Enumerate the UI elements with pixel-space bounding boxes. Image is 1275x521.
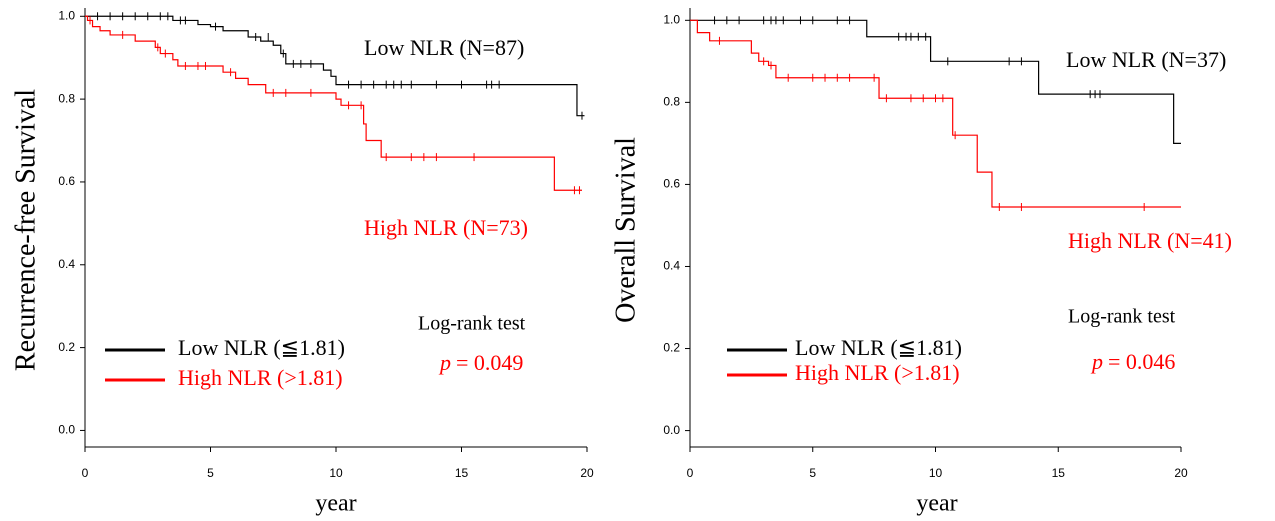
legend-label: Low NLR (≦1.81) [178, 335, 345, 360]
survival-curve [690, 19, 1181, 144]
x-tick-label: 10 [329, 466, 343, 480]
y-axis-title: Recurrence-free Survival [10, 89, 41, 371]
x-tick-label: 20 [1174, 466, 1188, 480]
y-tick-label: 1.0 [58, 8, 75, 22]
annotation: High NLR (N=73) [364, 215, 528, 240]
y-tick-label: 0.4 [58, 257, 75, 271]
annotation: = 0.046 [1108, 349, 1175, 374]
annotation: = 0.049 [456, 350, 523, 375]
y-tick-label: 0.0 [58, 423, 75, 437]
annotation: p [438, 350, 451, 375]
legend-label: High NLR (>1.81) [178, 365, 343, 390]
y-tick-label: 0.8 [663, 95, 680, 109]
legend-label: High NLR (>1.81) [795, 360, 960, 385]
x-tick-label: 15 [455, 466, 469, 480]
survival-curve [690, 19, 1181, 208]
x-tick-label: 0 [687, 466, 694, 480]
y-tick-label: 0.4 [663, 259, 680, 273]
annotation: p [1090, 349, 1103, 374]
survival-curve [85, 15, 585, 117]
y-tick-label: 0.6 [663, 177, 680, 191]
x-axis-title: year [916, 491, 957, 517]
x-tick-label: 10 [929, 466, 943, 480]
x-tick-label: 15 [1052, 466, 1066, 480]
y-tick-label: 0.0 [663, 423, 680, 437]
legend-label: Low NLR (≦1.81) [795, 335, 962, 360]
y-tick-label: 0.2 [58, 340, 75, 354]
annotation: Low NLR (N=87) [364, 35, 524, 60]
x-tick-label: 0 [82, 466, 89, 480]
y-tick-label: 0.6 [58, 174, 75, 188]
y-tick-label: 0.2 [663, 341, 680, 355]
y-tick-label: 1.0 [663, 12, 680, 26]
annotation: Low NLR (N=37) [1066, 47, 1226, 72]
annotation: High NLR (N=41) [1068, 228, 1232, 253]
x-tick-label: 5 [207, 466, 214, 480]
y-axis-title: Overall Survival [610, 137, 641, 323]
x-axis-title: year [315, 491, 356, 517]
survival-curve [85, 15, 582, 191]
annotation: Log-rank test [1068, 306, 1176, 328]
y-tick-label: 0.8 [58, 91, 75, 105]
annotation: Log-rank test [418, 313, 526, 335]
x-tick-label: 5 [809, 466, 816, 480]
x-tick-label: 20 [580, 466, 594, 480]
